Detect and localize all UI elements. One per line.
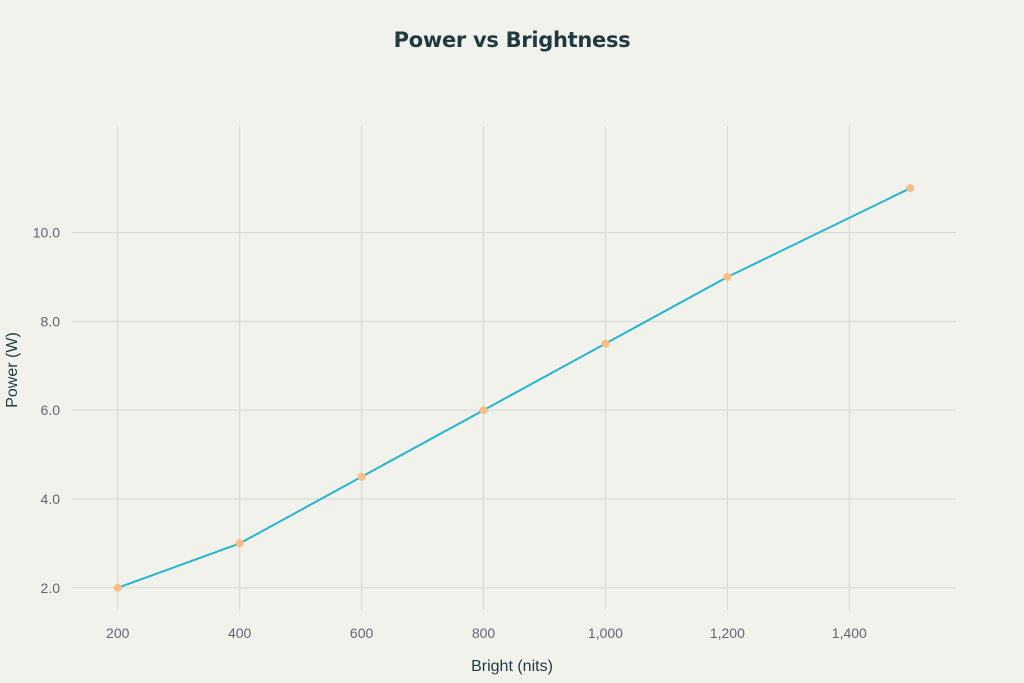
data-point [235,539,244,548]
x-tick-label: 800 [472,625,496,641]
x-axis-title: Bright (nits) [471,658,553,675]
y-tick-label: 2.0 [41,580,61,596]
y-axis-title: Power (W) [4,332,21,408]
x-tick-label: 400 [228,625,252,641]
y-tick-label: 4.0 [41,491,61,507]
y-tick-label: 10.0 [33,225,60,241]
x-axis-ticks: 200 400 600 800 1,000 1,200 1,400 [106,625,867,641]
x-tick-label: 1,400 [832,625,867,641]
x-tick-label: 600 [350,625,374,641]
data-point [479,406,488,415]
x-tick-label: 200 [106,625,130,641]
gridlines [72,126,956,610]
series-layer [113,184,915,592]
x-tick-label: 1,000 [588,625,623,641]
data-point [906,184,915,193]
series-line [117,187,911,589]
data-point [113,583,122,592]
x-tick-label: 1,200 [710,625,745,641]
data-point [601,339,610,348]
y-axis-ticks: 2.0 4.0 6.0 8.0 10.0 [33,225,60,596]
data-point [723,272,732,281]
y-tick-label: 8.0 [41,313,61,329]
chart-title: Power vs Brightness [393,28,631,52]
y-tick-label: 6.0 [41,402,61,418]
data-point [357,472,366,481]
